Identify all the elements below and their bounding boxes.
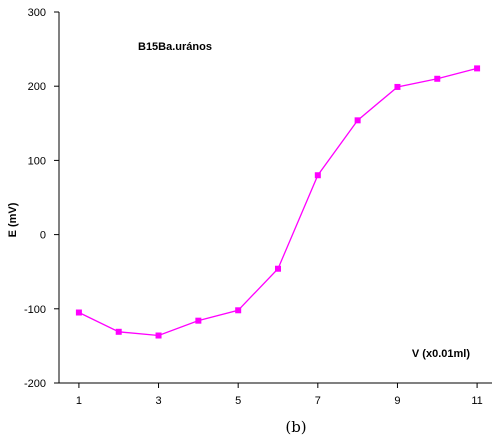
x-tick-label: 5 bbox=[235, 395, 241, 407]
x-tick-label: 3 bbox=[155, 395, 161, 407]
x-tick-label: 1 bbox=[76, 395, 82, 407]
data-point bbox=[474, 65, 481, 72]
chart-annotation: B15Ba.urános bbox=[138, 41, 212, 53]
x-axis-title: V (x0.01ml) bbox=[412, 348, 470, 360]
data-point bbox=[354, 117, 361, 124]
x-ticks: 1 3 5 7 9 11 bbox=[76, 383, 483, 407]
y-tick-label: 100 bbox=[28, 155, 46, 167]
x-tick-label: 9 bbox=[394, 395, 400, 407]
y-axis-title: E (mV) bbox=[7, 202, 19, 237]
data-point bbox=[275, 265, 281, 272]
y-tick-label: -100 bbox=[24, 304, 46, 316]
x-tick-label: 7 bbox=[315, 395, 321, 407]
data-point bbox=[434, 75, 441, 82]
series-line bbox=[78, 67, 478, 337]
data-point bbox=[314, 172, 321, 179]
y-tick-label: -200 bbox=[24, 378, 46, 390]
figure-caption: (b) bbox=[285, 418, 306, 436]
series-points bbox=[75, 65, 481, 339]
data-point bbox=[115, 328, 122, 335]
data-point bbox=[75, 309, 82, 316]
data-point bbox=[235, 307, 242, 314]
data-point bbox=[394, 83, 401, 90]
y-tick-label: 0 bbox=[40, 230, 46, 242]
x-tick-label: 11 bbox=[471, 395, 482, 407]
y-tick-label: 200 bbox=[28, 81, 46, 93]
data-point bbox=[155, 332, 162, 339]
chart-axes bbox=[58, 12, 492, 384]
series-e bbox=[75, 65, 481, 339]
y-ticks: -200 -100 0 100 200 300 bbox=[24, 7, 59, 390]
data-point bbox=[195, 317, 202, 324]
y-tick-label: 300 bbox=[28, 7, 46, 19]
